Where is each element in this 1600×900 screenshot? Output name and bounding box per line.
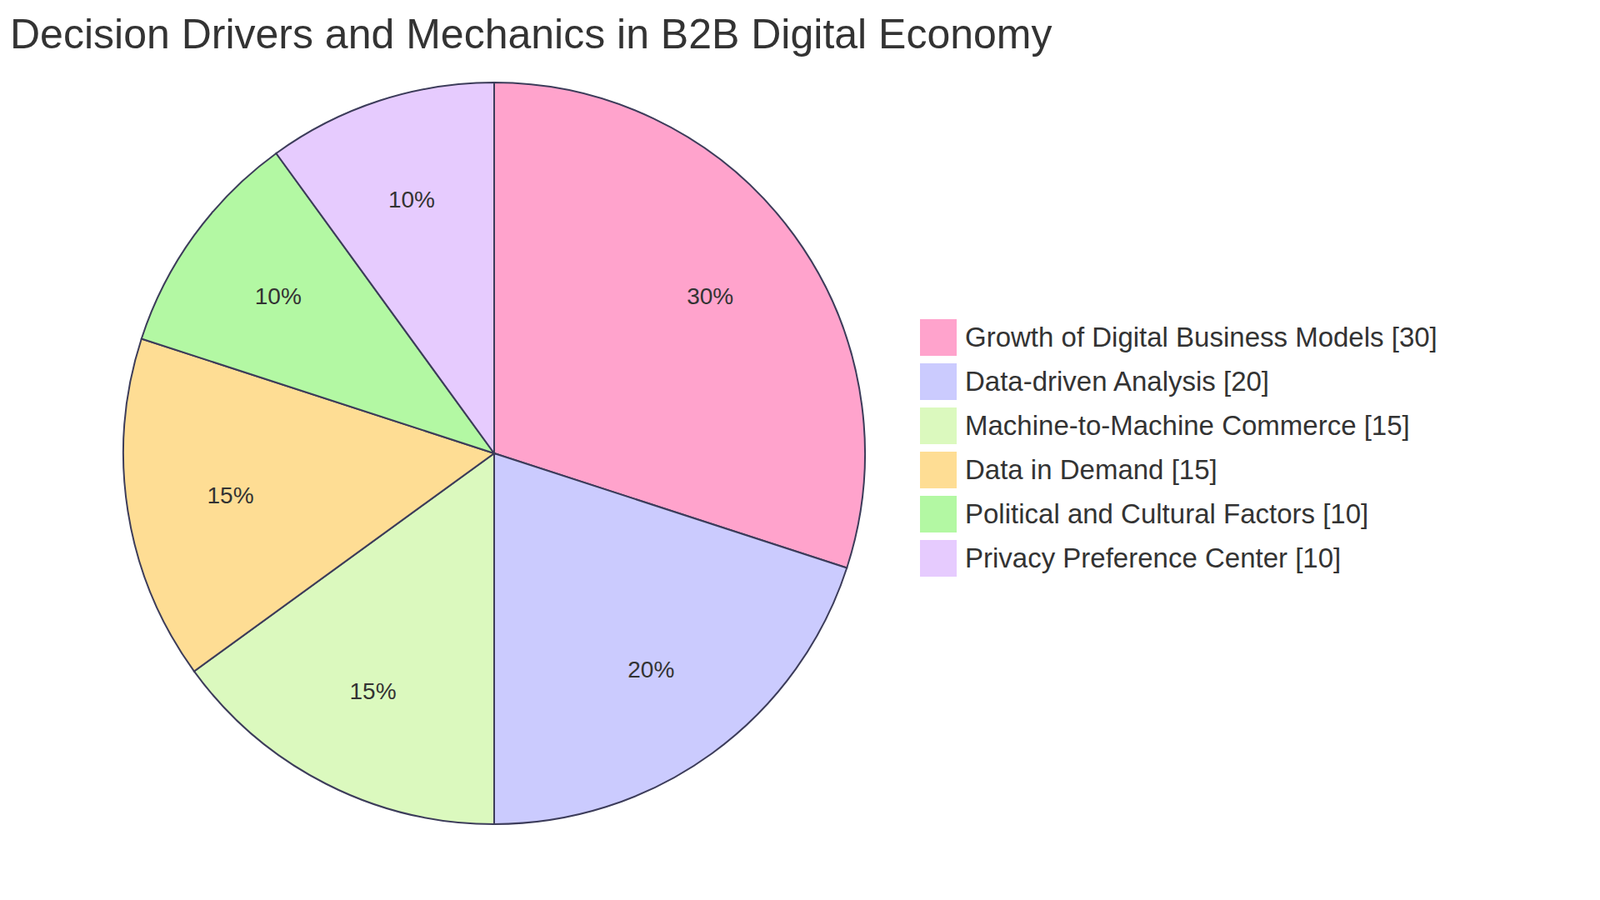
html-text:Data in Demand [15]: Data in Demand [15]: [965, 453, 1218, 485]
html-text:Decision Drivers and Mechanics: Decision Drivers and Mechanics in B2B Di…: [10, 10, 1053, 58]
html-text:Machine-to-Machine Commerce [1: Machine-to-Machine Commerce [15]: [965, 409, 1410, 441]
svg-text:30%: 30%: [686, 283, 734, 310]
html-text:Political and Cultural Factors: Political and Cultural Factors [10]: [965, 497, 1369, 529]
svg-text:10%: 10%: [255, 283, 302, 310]
html-text:Data-driven Analysis [20]: Data-driven Analysis [20]: [965, 365, 1270, 397]
svg-text:20%: 20%: [627, 656, 675, 683]
svg-text:10%: 10%: [388, 186, 435, 213]
html-text:Privacy Preference Center [10]: Privacy Preference Center [10]: [965, 542, 1341, 573]
svg-text:15%: 15%: [207, 482, 255, 509]
html-text:Growth of Digital Business Mod: Growth of Digital Business Models [30]: [965, 321, 1438, 353]
svg-text:15%: 15%: [350, 678, 397, 705]
